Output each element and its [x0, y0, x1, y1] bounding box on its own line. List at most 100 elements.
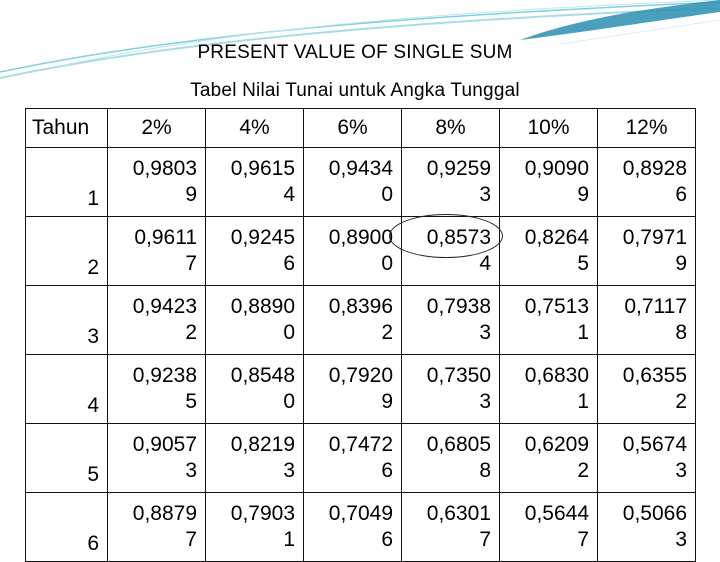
value-cell-last-digit: 9: [185, 183, 197, 206]
value-cell-last-digit: 2: [675, 390, 687, 413]
value-cell-main: 0,9423: [132, 295, 197, 318]
value-cell-last-digit: 3: [283, 459, 295, 482]
value-cell-main: 0,9057: [132, 433, 197, 456]
value-cell-main: 0,7903: [230, 502, 295, 525]
value-cell-main: 0,7350: [426, 364, 491, 387]
rate-column-header: 6%: [303, 108, 402, 148]
year-cell: 5: [25, 423, 108, 493]
table-row: 3 0,9423 2 0,8890 0 0,8396 2 0,7938 3 0,7513 1 0,71…: [25, 285, 696, 355]
value-cell: 0,8264 5: [499, 216, 598, 286]
value-cell-last-digit: 7: [577, 528, 589, 551]
page-title: PRESENT VALUE OF SINGLE SUM: [197, 42, 513, 63]
value-cell: 0,9434 0: [303, 147, 402, 217]
year-column-header: Tahun: [25, 108, 108, 148]
table-row: 4 0,9238 5 0,8548 0 0,7920 9 0,7350 3 0,6830 1 0,63…: [25, 354, 696, 424]
value-cell-last-digit: 9: [577, 183, 589, 206]
value-cell-main: 0,6355: [622, 364, 687, 387]
value-cell: 0,9245 6: [205, 216, 304, 286]
value-cell-main: 0,5066: [622, 502, 687, 525]
value-cell-last-digit: 0: [283, 321, 295, 344]
value-cell: 0,7472 6: [303, 423, 402, 493]
page-subtitle: Tabel Nilai Tunai untuk Angka Tunggal: [190, 80, 520, 101]
value-cell-last-digit: 4: [283, 183, 295, 206]
table-row: 6 0,8879 7 0,7903 1 0,7049 6 0,6301 7 0,5644 7 0,50…: [25, 492, 696, 562]
value-cell-main: 0,9803: [132, 157, 197, 180]
value-cell: 0,8548 0: [205, 354, 304, 424]
value-cell: 0,7920 9: [303, 354, 402, 424]
value-cell-main: 0,6209: [524, 433, 589, 456]
value-cell-main: 0,9434: [328, 157, 393, 180]
highlight-circle: [389, 214, 503, 258]
value-cell-last-digit: 1: [283, 528, 295, 551]
value-cell-last-digit: 2: [381, 321, 393, 344]
value-cell: 0,8219 3: [205, 423, 304, 493]
value-cell: 0,9611 7: [107, 216, 206, 286]
value-cell: 0,6830 1: [499, 354, 598, 424]
value-cell-main: 0,5674: [622, 433, 687, 456]
value-cell-main: 0,7513: [524, 295, 589, 318]
value-cell-main: 0,6301: [426, 502, 491, 525]
value-cell: 0,9803 9: [107, 147, 206, 217]
value-cell-last-digit: 0: [283, 390, 295, 413]
value-cell-main: 0,7920: [328, 364, 393, 387]
value-cell: 0,9090 9: [499, 147, 598, 217]
value-cell-last-digit: 3: [675, 459, 687, 482]
rate-column-header: 4%: [205, 108, 304, 148]
value-cell: 0,9615 4: [205, 147, 304, 217]
value-cell: 0,5674 3: [597, 423, 696, 493]
value-cell: 0,8900 0: [303, 216, 402, 286]
present-value-table: Tahun 2% 4% 6% 8% 10% 12% 1 0,9803 9 0,9615…: [25, 108, 696, 562]
value-cell-main: 0,8900: [328, 226, 393, 249]
value-cell: 0,8879 7: [107, 492, 206, 562]
value-cell-last-digit: 9: [381, 390, 393, 413]
value-cell-last-digit: 2: [577, 459, 589, 482]
value-cell-last-digit: 2: [185, 321, 197, 344]
value-cell-main: 0,5644: [524, 502, 589, 525]
value-cell-last-digit: 5: [577, 252, 589, 275]
value-cell-last-digit: 6: [675, 183, 687, 206]
value-cell: 0,9423 2: [107, 285, 206, 355]
value-cell-last-digit: 9: [675, 252, 687, 275]
value-cell-last-digit: 1: [577, 321, 589, 344]
table-row: 2 0,9611 7 0,9245 6 0,8900 0 0,8573 4 0,8264 5 0,79…: [25, 216, 696, 286]
value-cell-last-digit: 4: [479, 252, 491, 275]
year-cell: 6: [25, 492, 108, 562]
value-cell: 0,7513 1: [499, 285, 598, 355]
rate-column-header: 12%: [597, 108, 696, 148]
value-cell-last-digit: 8: [675, 321, 687, 344]
value-cell-main: 0,8548: [230, 364, 295, 387]
value-cell: 0,6301 7: [401, 492, 500, 562]
table-row: 5 0,9057 3 0,8219 3 0,7472 6 0,6805 8 0,6209 2 0,56…: [25, 423, 696, 493]
value-cell: 0,8396 2: [303, 285, 402, 355]
value-cell-last-digit: 3: [675, 528, 687, 551]
value-cell-last-digit: 3: [185, 459, 197, 482]
value-cell-main: 0,8264: [524, 226, 589, 249]
value-cell-main: 0,7472: [328, 433, 393, 456]
value-cell: 0,8890 0: [205, 285, 304, 355]
value-cell-last-digit: 7: [185, 252, 197, 275]
value-cell: 0,7117 8: [597, 285, 696, 355]
year-cell: 3: [25, 285, 108, 355]
value-cell-main: 0,7971: [622, 226, 687, 249]
value-cell-main: 0,8890: [230, 295, 295, 318]
value-cell-main: 0,9245: [230, 226, 295, 249]
year-cell: 1: [25, 147, 108, 217]
value-cell: 0,5066 3: [597, 492, 696, 562]
value-cell-last-digit: 6: [381, 528, 393, 551]
value-cell-main: 0,7049: [328, 502, 393, 525]
value-cell: 0,9057 3: [107, 423, 206, 493]
value-cell-last-digit: 7: [479, 528, 491, 551]
value-cell-last-digit: 0: [381, 252, 393, 275]
value-cell-main: 0,8879: [132, 502, 197, 525]
value-cell-last-digit: 1: [577, 390, 589, 413]
value-cell: 0,6805 8: [401, 423, 500, 493]
value-cell: 0,6355 2: [597, 354, 696, 424]
value-cell-main: 0,8928: [622, 157, 687, 180]
value-cell-main: 0,6805: [426, 433, 491, 456]
rate-column-header: 10%: [499, 108, 598, 148]
value-cell-main: 0,7117: [624, 295, 687, 318]
value-cell-main: 0,9615: [230, 157, 295, 180]
year-cell: 4: [25, 354, 108, 424]
value-cell: 0,7938 3: [401, 285, 500, 355]
value-cell-main: 0,7938: [426, 295, 491, 318]
